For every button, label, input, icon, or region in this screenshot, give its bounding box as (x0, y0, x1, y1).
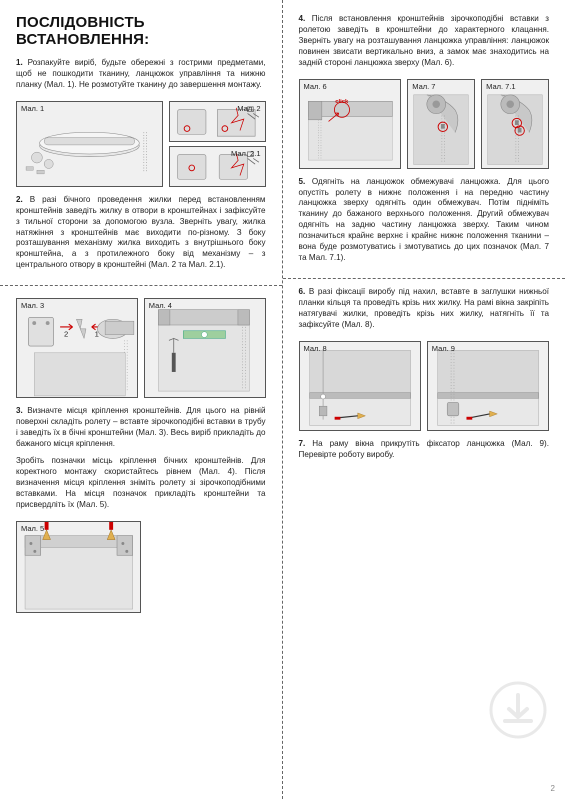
figure-8: Мал. 8 (299, 341, 421, 431)
instruction-page: ПОСЛІДОВНІСТЬ ВСТАНОВЛЕННЯ: 1. Розпакуйт… (0, 0, 565, 799)
step-5-text: 5. Одягніть на ланцюжок обмежувачі ланцю… (299, 177, 550, 264)
figure-7-1-label: Мал. 7.1 (486, 82, 515, 91)
figure-9: Мал. 9 (427, 341, 549, 431)
figure-9-label: Мал. 9 (432, 344, 455, 353)
figure-5: Мал. 5 (16, 521, 141, 613)
figure-6-label: Мал. 6 (304, 82, 327, 91)
step-1-num: 1. (16, 58, 23, 67)
figure-2-stack: Мал. 2 Мал. 2.1 (169, 101, 266, 187)
left-divider (0, 285, 282, 286)
figure-7: Мал. 7 (407, 79, 475, 169)
step-3-num: 3. (16, 406, 23, 415)
svg-text:2: 2 (64, 330, 68, 339)
step-2-text: 2. В разі бічного проведення жилки перед… (16, 195, 266, 271)
fig-row-8-9: Мал. 8 Мал. 9 (299, 341, 550, 431)
page-number: 2 (551, 784, 555, 793)
left-column: ПОСЛІДОВНІСТЬ ВСТАНОВЛЕННЯ: 1. Розпакуйт… (0, 0, 283, 799)
click-label: click (335, 99, 349, 105)
step-6-num: 6. (299, 287, 306, 296)
step-1-body: Розпакуйте виріб, будьте обережні з гост… (16, 58, 266, 89)
step-7-num: 7. (299, 439, 306, 448)
figure-7-label: Мал. 7 (412, 82, 435, 91)
step-6-text: 6. В разі фіксації виробу під нахил, вст… (299, 287, 550, 331)
step-4-num: 4. (299, 14, 306, 23)
figure-4: Мал. 4 (144, 298, 266, 398)
figure-2: Мал. 2 (169, 101, 266, 142)
figure-3: Мал. 3 2 1 (16, 298, 138, 398)
figure-7-svg (408, 80, 474, 168)
figure-4-svg (145, 299, 265, 397)
step-3b-text: Зробіть позначки місць кріплення бічних … (16, 456, 266, 511)
figure-1-label: Мал. 1 (21, 104, 44, 113)
step-7-body: На раму вікна прикрутіть фіксатор ланцюж… (299, 439, 550, 459)
figure-2-1: Мал. 2.1 (169, 146, 266, 187)
page-title: ПОСЛІДОВНІСТЬ ВСТАНОВЛЕННЯ: (16, 14, 266, 48)
step-2-num: 2. (16, 195, 23, 204)
figure-2-label: Мал. 2 (237, 104, 260, 113)
figure-1-svg (17, 102, 162, 186)
step-2-body: В разі бічного проведення жилки перед вс… (16, 195, 266, 270)
step-4-body: Після встановлення кронштейнів зірочкопо… (299, 14, 550, 67)
fig-row-5: Мал. 5 (16, 521, 266, 613)
figure-2-1-label: Мал. 2.1 (231, 149, 260, 158)
figure-8-svg (300, 342, 420, 430)
figure-5-label: Мал. 5 (21, 524, 44, 533)
step-3b-body: Зробіть позначки місць кріплення бічних … (16, 456, 266, 509)
figure-6: Мал. 6 click (299, 79, 402, 169)
figure-9-svg (428, 342, 548, 430)
figure-7-1-svg (482, 80, 548, 168)
figure-4-label: Мал. 4 (149, 301, 172, 310)
step-3a-text: 3. Визначте місця кріплення кронштейнів.… (16, 406, 266, 450)
figure-6-svg: click (300, 80, 401, 168)
right-divider (283, 278, 565, 279)
step-3a-body: Визначте місця кріплення кронштейнів. Дл… (16, 406, 266, 448)
step-6-body: В разі фіксації виробу під нахил, вставт… (299, 287, 550, 329)
right-column: 4. Після встановлення кронштейнів зірочк… (283, 0, 565, 799)
step-7-text: 7. На раму вікна прикрутіть фіксатор лан… (299, 439, 550, 461)
figure-1: Мал. 1 (16, 101, 163, 187)
figure-7-1: Мал. 7.1 (481, 79, 549, 169)
figure-3-svg: 2 1 (17, 299, 137, 397)
fig-row-6-7: Мал. 6 click Мал. 7 (299, 79, 550, 169)
figure-3-label: Мал. 3 (21, 301, 44, 310)
step-5-num: 5. (299, 177, 306, 186)
figure-5-svg (17, 522, 140, 612)
step-4-text: 4. Після встановлення кронштейнів зірочк… (299, 14, 550, 69)
fig-row-3-4: Мал. 3 2 1 (16, 298, 266, 398)
fig-row-1-2: Мал. 1 Мал. 2 (16, 101, 266, 187)
step-1-text: 1. Розпакуйте виріб, будьте обережні з г… (16, 58, 266, 91)
step-5-body: Одягніть на ланцюжок обмежувачі ланцюжка… (299, 177, 550, 262)
watermark-icon (489, 681, 547, 739)
figure-8-label: Мал. 8 (304, 344, 327, 353)
